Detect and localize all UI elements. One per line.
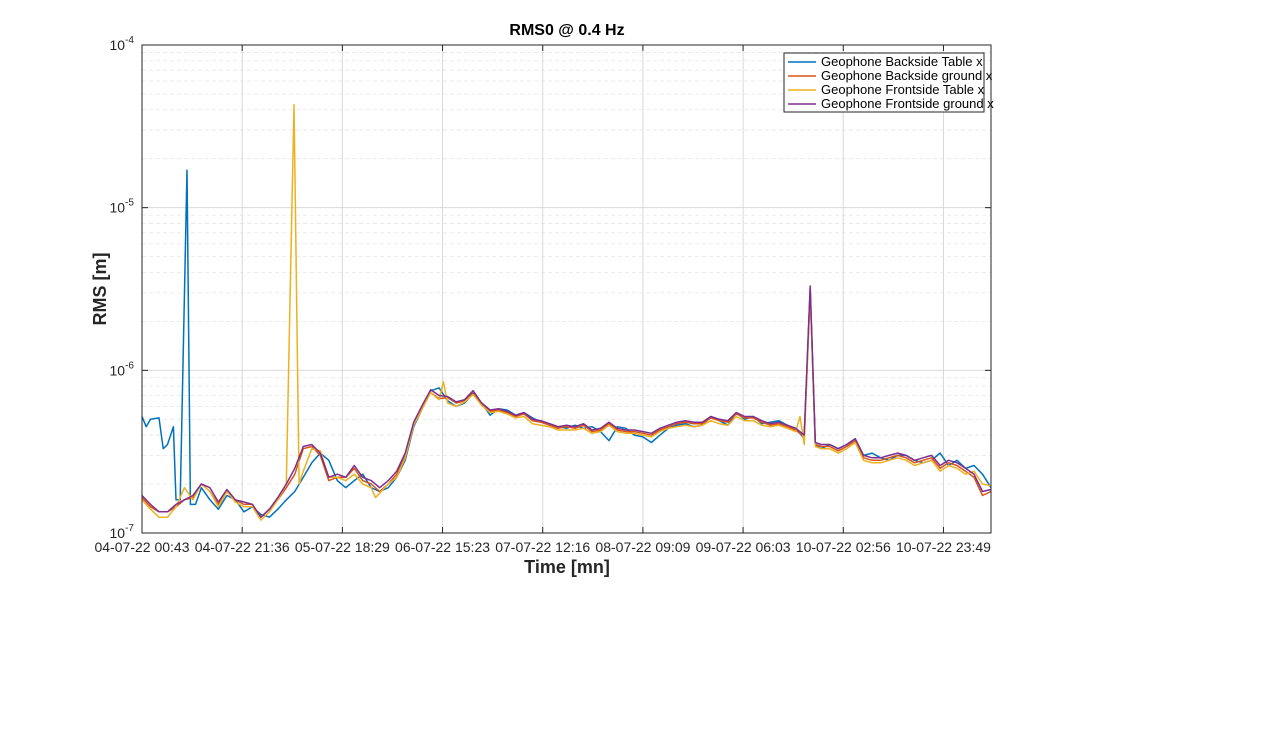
axes-box (141, 44, 992, 534)
chart-title: RMS0 @ 0.4 Hz (509, 22, 624, 39)
legend-label-1: Geophone Backside Table x (821, 54, 983, 69)
y-tick-label: 10-6 (110, 360, 135, 378)
plot-background (142, 45, 991, 533)
y-axis-title: RMS [m] (90, 253, 110, 326)
x-tick-label: 05-07-22 18:29 (295, 539, 390, 555)
x-tick-label: 09-07-22 06:03 (696, 539, 791, 555)
x-tick-label: 10-07-22 02:56 (796, 539, 891, 555)
x-tick-label: 04-07-22 21:36 (195, 539, 290, 555)
x-tick-label: 04-07-22 00:43 (95, 539, 190, 555)
legend-box (783, 52, 985, 113)
series-line-2 (141, 289, 992, 518)
y-tick-label: 10-7 (110, 523, 135, 541)
x-tick-label: 10-07-22 23:49 (896, 539, 991, 555)
x-tick-label: 06-07-22 15:23 (395, 539, 490, 555)
x-axis-title: Time [mn] (524, 557, 610, 577)
x-tick-label: 08-07-22 09:09 (595, 539, 690, 555)
x-tick-label: 07-07-22 12:16 (495, 539, 590, 555)
y-tick-label: 10-5 (110, 198, 135, 216)
series-line-3 (141, 103, 992, 521)
legend-label-4: Geophone Frontside ground x (821, 96, 994, 111)
legend-label-2: Geophone Backside ground x (821, 68, 993, 83)
series-line-4 (141, 285, 992, 518)
plot-area: 10-7 10-6 10-5 10-4 04-07-22 00:43 04-07-22 2… (95, 35, 995, 555)
legend-label-3: Geophone Frontside Table x (821, 82, 985, 97)
y-tick-label: 10-4 (110, 35, 135, 53)
